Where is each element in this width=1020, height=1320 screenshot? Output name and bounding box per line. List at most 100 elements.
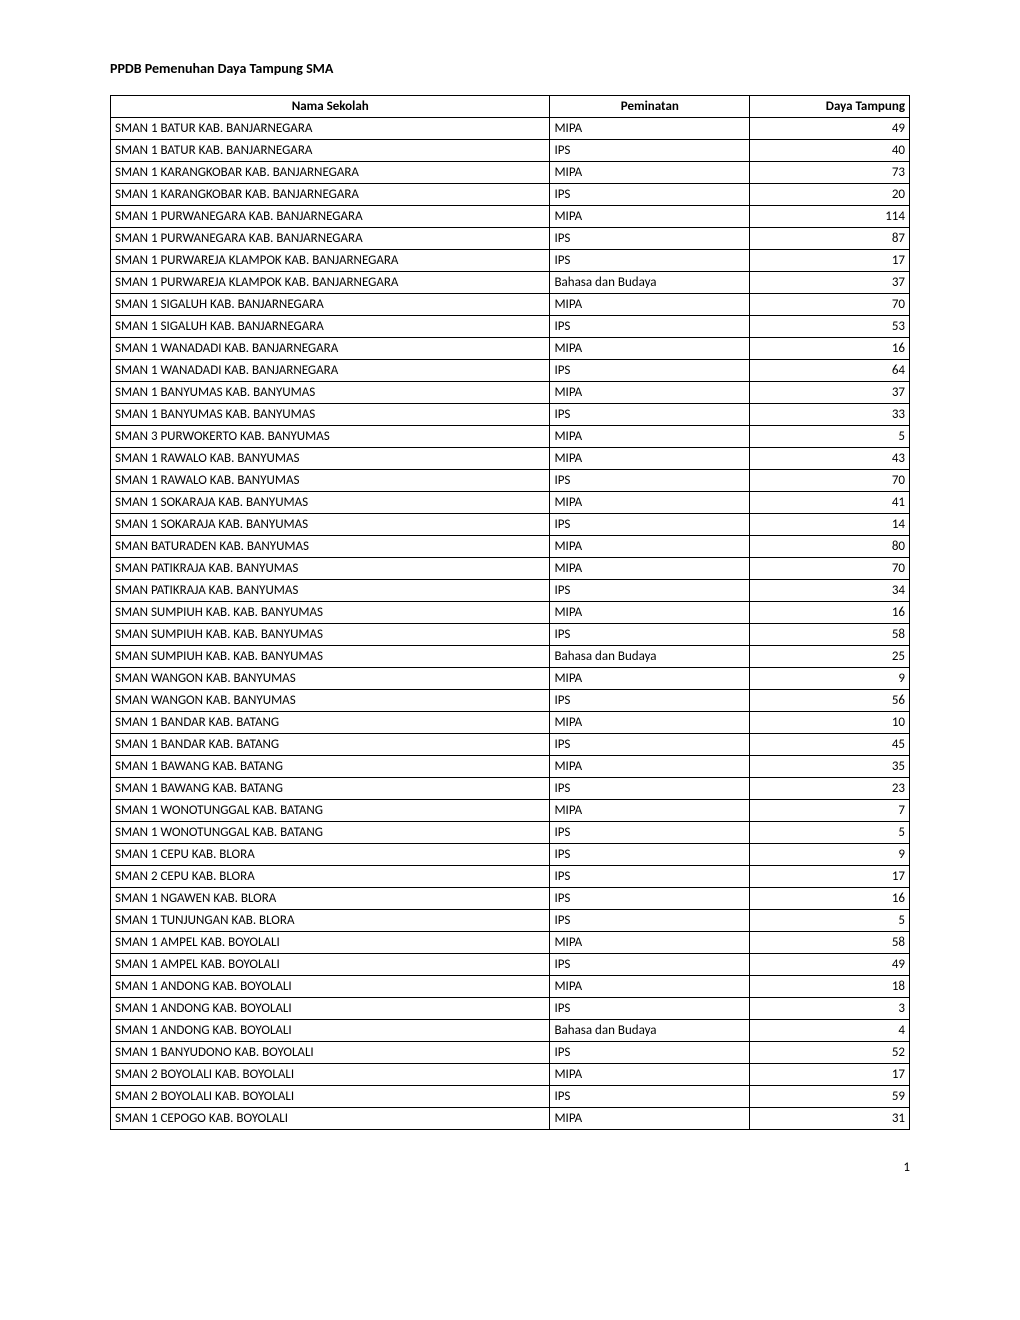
- cell-nama-sekolah: SMAN 1 BAWANG KAB. BATANG: [111, 778, 550, 800]
- cell-nama-sekolah: SMAN 1 BANYUDONO KAB. BOYOLALI: [111, 1042, 550, 1064]
- table-row: SMAN 1 SOKARAJA KAB. BANYUMASMIPA41: [111, 492, 910, 514]
- cell-daya-tampung: 10: [750, 712, 910, 734]
- cell-peminatan: MIPA: [550, 492, 750, 514]
- cell-nama-sekolah: SMAN 1 RAWALO KAB. BANYUMAS: [111, 448, 550, 470]
- table-header-row: Nama Sekolah Peminatan Daya Tampung: [111, 96, 910, 118]
- cell-peminatan: IPS: [550, 514, 750, 536]
- cell-peminatan: MIPA: [550, 602, 750, 624]
- cell-daya-tampung: 53: [750, 316, 910, 338]
- cell-nama-sekolah: SMAN 1 BANYUMAS KAB. BANYUMAS: [111, 382, 550, 404]
- cell-daya-tampung: 70: [750, 294, 910, 316]
- cell-nama-sekolah: SMAN 1 WONOTUNGGAL KAB. BATANG: [111, 822, 550, 844]
- header-nama-sekolah: Nama Sekolah: [111, 96, 550, 118]
- cell-nama-sekolah: SMAN 1 ANDONG KAB. BOYOLALI: [111, 998, 550, 1020]
- table-row: SMAN PATIKRAJA KAB. BANYUMASIPS34: [111, 580, 910, 602]
- cell-peminatan: IPS: [550, 888, 750, 910]
- cell-daya-tampung: 41: [750, 492, 910, 514]
- cell-daya-tampung: 37: [750, 272, 910, 294]
- cell-nama-sekolah: SMAN 2 BOYOLALI KAB. BOYOLALI: [111, 1086, 550, 1108]
- cell-peminatan: IPS: [550, 140, 750, 162]
- table-row: SMAN 1 BANDAR KAB. BATANGIPS45: [111, 734, 910, 756]
- cell-peminatan: IPS: [550, 734, 750, 756]
- cell-peminatan: IPS: [550, 624, 750, 646]
- cell-peminatan: Bahasa dan Budaya: [550, 272, 750, 294]
- cell-nama-sekolah: SMAN 1 SOKARAJA KAB. BANYUMAS: [111, 492, 550, 514]
- table-row: SMAN 1 PURWAREJA KLAMPOK KAB. BANJARNEGA…: [111, 250, 910, 272]
- cell-daya-tampung: 7: [750, 800, 910, 822]
- cell-daya-tampung: 23: [750, 778, 910, 800]
- cell-peminatan: MIPA: [550, 294, 750, 316]
- cell-nama-sekolah: SMAN 1 PURWAREJA KLAMPOK KAB. BANJARNEGA…: [111, 250, 550, 272]
- cell-nama-sekolah: SMAN 1 PURWANEGARA KAB. BANJARNEGARA: [111, 228, 550, 250]
- table-row: SMAN 3 PURWOKERTO KAB. BANYUMASMIPA5: [111, 426, 910, 448]
- cell-peminatan: IPS: [550, 580, 750, 602]
- cell-peminatan: IPS: [550, 360, 750, 382]
- table-row: SMAN SUMPIUH KAB. KAB. BANYUMASMIPA16: [111, 602, 910, 624]
- cell-nama-sekolah: SMAN 1 KARANGKOBAR KAB. BANJARNEGARA: [111, 184, 550, 206]
- cell-daya-tampung: 34: [750, 580, 910, 602]
- table-row: SMAN WANGON KAB. BANYUMASIPS56: [111, 690, 910, 712]
- cell-peminatan: IPS: [550, 844, 750, 866]
- cell-peminatan: IPS: [550, 470, 750, 492]
- table-row: SMAN 1 PURWAREJA KLAMPOK KAB. BANJARNEGA…: [111, 272, 910, 294]
- table-row: SMAN 1 PURWANEGARA KAB. BANJARNEGARAMIPA…: [111, 206, 910, 228]
- table-row: SMAN 1 CEPU KAB. BLORAIPS9: [111, 844, 910, 866]
- cell-nama-sekolah: SMAN 2 CEPU KAB. BLORA: [111, 866, 550, 888]
- cell-peminatan: IPS: [550, 316, 750, 338]
- cell-daya-tampung: 40: [750, 140, 910, 162]
- cell-nama-sekolah: SMAN 1 CEPOGO KAB. BOYOLALI: [111, 1108, 550, 1130]
- cell-nama-sekolah: SMAN 1 CEPU KAB. BLORA: [111, 844, 550, 866]
- table-row: SMAN 1 KARANGKOBAR KAB. BANJARNEGARAMIPA…: [111, 162, 910, 184]
- cell-peminatan: MIPA: [550, 338, 750, 360]
- cell-daya-tampung: 9: [750, 844, 910, 866]
- cell-peminatan: MIPA: [550, 162, 750, 184]
- cell-peminatan: IPS: [550, 1086, 750, 1108]
- table-row: SMAN SUMPIUH KAB. KAB. BANYUMASIPS58: [111, 624, 910, 646]
- cell-daya-tampung: 49: [750, 118, 910, 140]
- cell-daya-tampung: 45: [750, 734, 910, 756]
- cell-peminatan: MIPA: [550, 118, 750, 140]
- table-row: SMAN WANGON KAB. BANYUMASMIPA9: [111, 668, 910, 690]
- cell-daya-tampung: 70: [750, 558, 910, 580]
- cell-nama-sekolah: SMAN 1 WANADADI KAB. BANJARNEGARA: [111, 360, 550, 382]
- cell-daya-tampung: 16: [750, 338, 910, 360]
- page-title: PPDB Pemenuhan Daya Tampung SMA: [110, 60, 910, 77]
- table-row: SMAN 1 BAWANG KAB. BATANGMIPA35: [111, 756, 910, 778]
- cell-peminatan: MIPA: [550, 800, 750, 822]
- cell-daya-tampung: 17: [750, 866, 910, 888]
- cell-daya-tampung: 73: [750, 162, 910, 184]
- cell-peminatan: IPS: [550, 954, 750, 976]
- cell-daya-tampung: 43: [750, 448, 910, 470]
- cell-daya-tampung: 52: [750, 1042, 910, 1064]
- cell-nama-sekolah: SMAN 1 BATUR KAB. BANJARNEGARA: [111, 118, 550, 140]
- cell-nama-sekolah: SMAN 1 RAWALO KAB. BANYUMAS: [111, 470, 550, 492]
- cell-nama-sekolah: SMAN 1 ANDONG KAB. BOYOLALI: [111, 1020, 550, 1042]
- cell-peminatan: Bahasa dan Budaya: [550, 646, 750, 668]
- cell-peminatan: MIPA: [550, 558, 750, 580]
- cell-daya-tampung: 87: [750, 228, 910, 250]
- cell-peminatan: IPS: [550, 1042, 750, 1064]
- table-row: SMAN 1 WANADADI KAB. BANJARNEGARAIPS64: [111, 360, 910, 382]
- cell-nama-sekolah: SMAN 1 BANYUMAS KAB. BANYUMAS: [111, 404, 550, 426]
- table-row: SMAN 2 BOYOLALI KAB. BOYOLALIIPS59: [111, 1086, 910, 1108]
- table-row: SMAN 1 WANADADI KAB. BANJARNEGARAMIPA16: [111, 338, 910, 360]
- cell-peminatan: MIPA: [550, 448, 750, 470]
- cell-nama-sekolah: SMAN 1 WANADADI KAB. BANJARNEGARA: [111, 338, 550, 360]
- cell-daya-tampung: 5: [750, 910, 910, 932]
- cell-nama-sekolah: SMAN 1 BANDAR KAB. BATANG: [111, 734, 550, 756]
- cell-daya-tampung: 17: [750, 1064, 910, 1086]
- cell-nama-sekolah: SMAN 1 SOKARAJA KAB. BANYUMAS: [111, 514, 550, 536]
- cell-nama-sekolah: SMAN SUMPIUH KAB. KAB. BANYUMAS: [111, 646, 550, 668]
- cell-daya-tampung: 5: [750, 822, 910, 844]
- cell-daya-tampung: 58: [750, 624, 910, 646]
- table-row: SMAN 1 SOKARAJA KAB. BANYUMASIPS14: [111, 514, 910, 536]
- cell-peminatan: MIPA: [550, 1064, 750, 1086]
- cell-daya-tampung: 33: [750, 404, 910, 426]
- cell-daya-tampung: 9: [750, 668, 910, 690]
- table-row: SMAN 2 BOYOLALI KAB. BOYOLALIMIPA17: [111, 1064, 910, 1086]
- cell-nama-sekolah: SMAN PATIKRAJA KAB. BANYUMAS: [111, 558, 550, 580]
- cell-daya-tampung: 59: [750, 1086, 910, 1108]
- cell-daya-tampung: 64: [750, 360, 910, 382]
- cell-nama-sekolah: SMAN 1 SIGALUH KAB. BANJARNEGARA: [111, 316, 550, 338]
- cell-daya-tampung: 49: [750, 954, 910, 976]
